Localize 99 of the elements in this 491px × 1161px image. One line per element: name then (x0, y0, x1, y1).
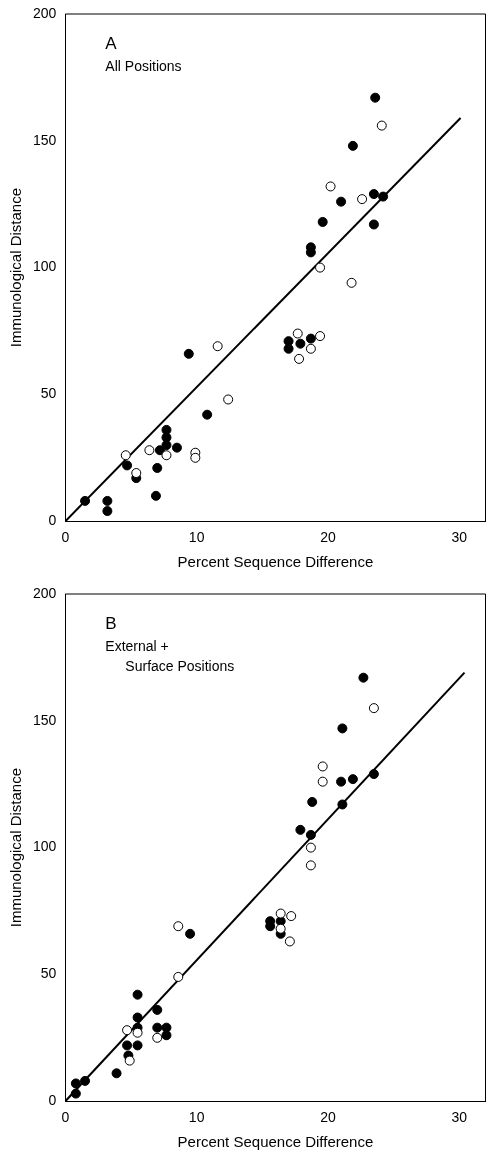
point (144, 445, 155, 456)
point (223, 394, 234, 405)
annotation: All Positions (105, 57, 182, 74)
x-tick-label: 30 (451, 529, 468, 546)
point (305, 343, 316, 354)
point (102, 506, 113, 517)
point (132, 1040, 143, 1051)
point (185, 928, 196, 939)
point (378, 191, 389, 202)
point (122, 1025, 133, 1036)
point (70, 1088, 81, 1099)
point (336, 196, 347, 207)
point (317, 761, 328, 772)
point (152, 1004, 163, 1015)
point (336, 776, 347, 787)
y-axis-title: Immunological Distance (7, 187, 25, 348)
point (102, 495, 113, 506)
point (161, 450, 172, 461)
point (295, 338, 306, 349)
point (370, 92, 381, 103)
point (305, 842, 316, 853)
point (161, 440, 172, 451)
point (202, 409, 213, 420)
x-tick-label: 0 (61, 529, 70, 546)
point (124, 1055, 135, 1066)
point (152, 1022, 163, 1033)
annotation: Surface Positions (125, 657, 235, 674)
point (295, 824, 306, 835)
point (337, 723, 348, 734)
point (294, 353, 305, 364)
y-tick-label: 0 (48, 512, 57, 529)
point (152, 462, 163, 473)
point (122, 460, 133, 471)
point (275, 923, 286, 934)
point (154, 445, 165, 456)
annotation: A (105, 34, 118, 54)
point (358, 672, 369, 683)
y-tick-label: 0 (48, 1092, 57, 1109)
point (173, 971, 184, 982)
point (190, 452, 201, 463)
y-axis-title: Immunological Distance (7, 767, 25, 928)
point (317, 776, 328, 787)
point (212, 341, 223, 352)
x-tick-label: 10 (188, 529, 205, 546)
y-tick-label: 50 (40, 965, 57, 982)
point (346, 277, 357, 288)
point (132, 1027, 143, 1038)
point (305, 333, 316, 344)
point (317, 216, 328, 227)
x-tick-label: 30 (451, 1109, 468, 1126)
annotation: External + (105, 637, 169, 654)
y-tick-label: 50 (40, 385, 57, 402)
point (368, 219, 379, 230)
point (132, 989, 143, 1000)
point (357, 194, 368, 205)
point (152, 1032, 163, 1043)
point (307, 796, 318, 807)
point (80, 1075, 91, 1086)
point (150, 490, 161, 501)
x-axis-title: Percent Sequence Difference (177, 1133, 374, 1151)
y-tick-label: 150 (33, 131, 57, 148)
point (161, 1030, 172, 1041)
point (80, 495, 91, 506)
point (284, 936, 295, 947)
point (305, 829, 316, 840)
point (183, 348, 194, 359)
y-tick-label: 200 (33, 584, 57, 601)
point (368, 189, 379, 200)
x-tick-label: 20 (320, 529, 336, 546)
point (70, 1078, 81, 1089)
point (325, 181, 336, 192)
point (347, 774, 358, 785)
point (275, 908, 286, 919)
point (315, 262, 326, 273)
x-axis-title: Percent Sequence Difference (177, 553, 374, 571)
point (171, 442, 182, 453)
point (376, 120, 387, 131)
x-tick-label: 20 (320, 1109, 336, 1126)
x-tick-label: 10 (188, 1109, 205, 1126)
point (305, 860, 316, 871)
point (315, 331, 326, 342)
x-tick-label: 0 (61, 1109, 70, 1126)
point (122, 1040, 133, 1051)
annotation: B (105, 614, 117, 634)
point (120, 450, 131, 461)
y-tick-label: 200 (33, 4, 57, 21)
y-tick-label: 100 (33, 838, 57, 855)
point (292, 328, 303, 339)
point (131, 468, 142, 479)
point (368, 769, 379, 780)
point (337, 799, 348, 810)
point (111, 1068, 122, 1079)
point (286, 911, 297, 922)
point (173, 921, 184, 932)
point (368, 703, 379, 714)
y-tick-label: 100 (33, 258, 57, 275)
y-tick-label: 150 (33, 711, 57, 728)
point (347, 140, 358, 151)
point (132, 1012, 143, 1023)
